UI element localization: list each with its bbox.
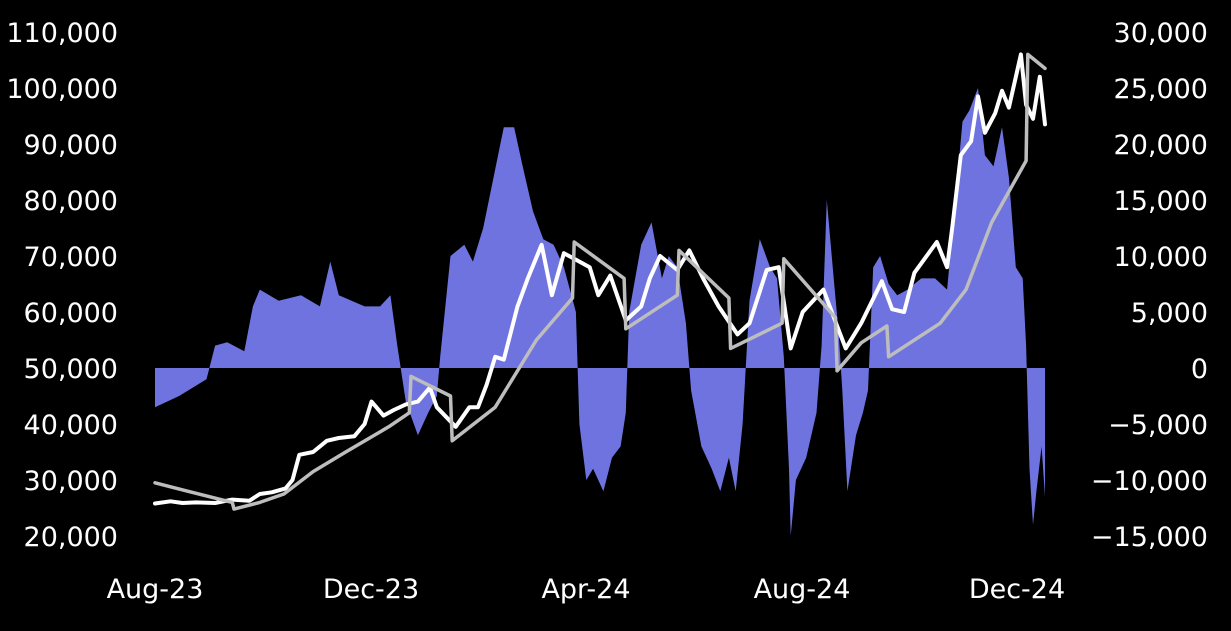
y-left-tick-label: 100,000 [6,74,118,105]
x-tick-label: Apr-24 [541,574,630,605]
x-tick-label: Dec-24 [969,574,1065,605]
y-left-tick-label: 90,000 [24,130,118,161]
y-right-tick-label: 30,000 [1114,18,1208,49]
series-2-line [153,52,1047,511]
y-right-tick-label: 0 [1191,354,1208,385]
y-right-tick-label: −15,000 [1091,522,1208,553]
left-axis: 20,000 30,000 40,000 50,000 60,000 70,000 80,0… [6,18,118,553]
y-right-tick-label: −5,000 [1108,410,1208,441]
y-left-tick-label: 70,000 [24,242,118,273]
y-left-tick-label: 60,000 [24,298,118,329]
right-axis: −15,000 −10,000 −5,000 0 5,000 10,000 15,000 20… [1091,18,1208,553]
x-tick-label: Aug-24 [754,574,851,605]
y-right-tick-label: 15,000 [1114,186,1208,217]
y-left-tick-label: 40,000 [24,410,118,441]
y-right-tick-label: 10,000 [1114,242,1208,273]
y-left-tick-label: 30,000 [24,466,118,497]
x-tick-label: Aug-23 [107,574,204,605]
y-left-tick-label: 80,000 [24,186,118,217]
y-right-tick-label: 20,000 [1114,130,1208,161]
y-right-tick-label: −10,000 [1091,466,1208,497]
x-tick-label: Dec-23 [323,574,419,605]
series-0-area [155,88,1045,536]
y-right-tick-label: 5,000 [1131,298,1208,329]
x-axis: Aug-23 Dec-23 Apr-24 Aug-24 Dec-24 [107,574,1066,605]
plot-area [153,52,1047,536]
y-left-tick-label: 110,000 [6,18,118,49]
y-left-tick-label: 50,000 [24,354,118,385]
series-1-line [153,52,1047,506]
y-right-tick-label: 25,000 [1114,74,1208,105]
y-left-tick-label: 20,000 [24,522,118,553]
